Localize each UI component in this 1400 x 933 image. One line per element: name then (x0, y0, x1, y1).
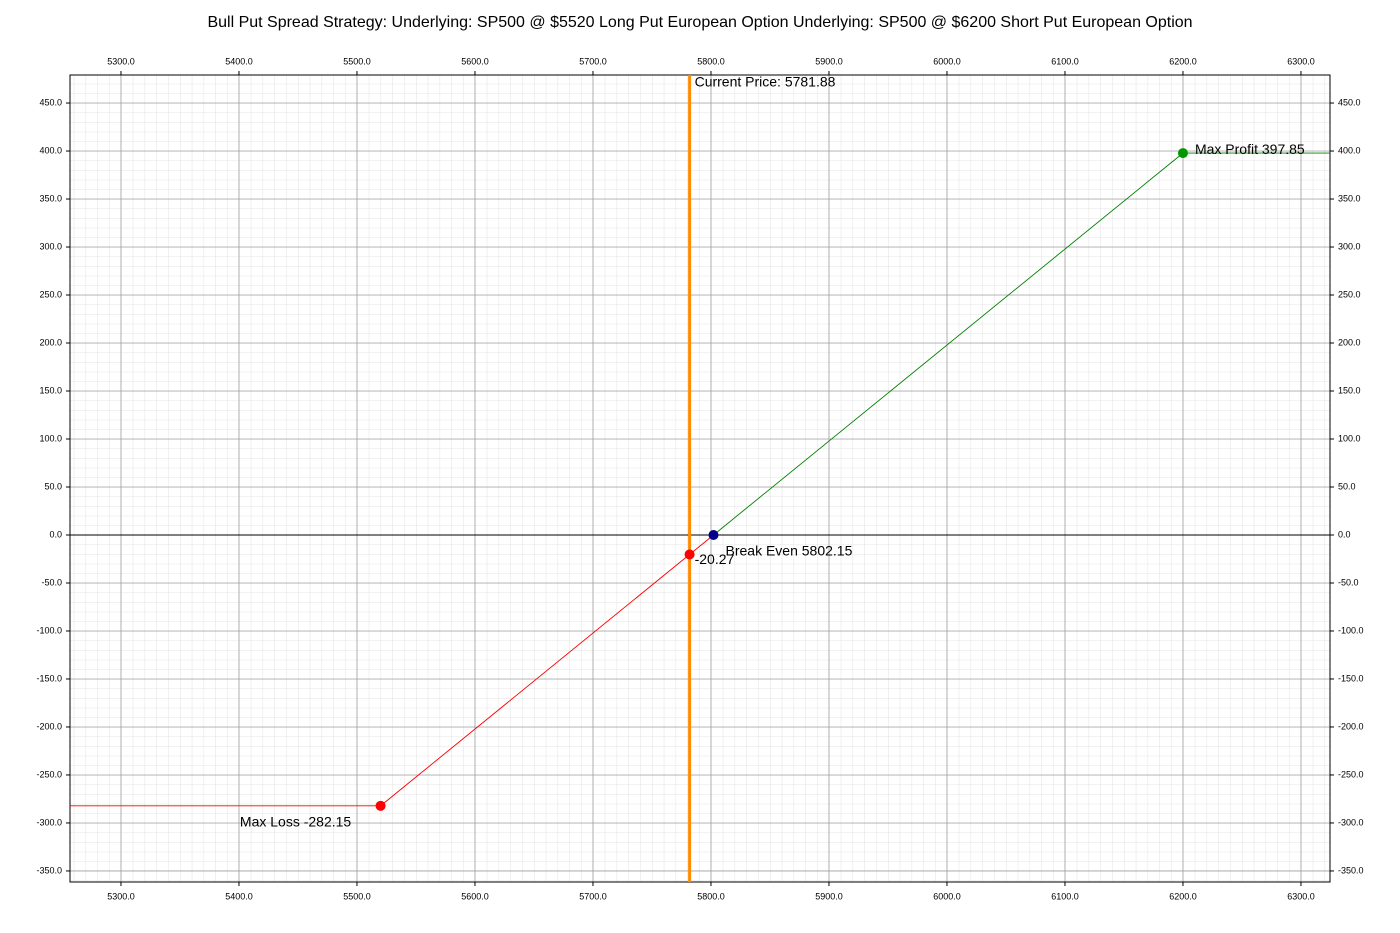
x-tick-label: 5700.0 (579, 56, 607, 66)
y-tick-label: -150.0 (1338, 673, 1364, 683)
y-tick-label: 450.0 (1338, 97, 1361, 107)
y-tick-label: 300.0 (1338, 241, 1361, 251)
y-tick-label: 350.0 (39, 193, 62, 203)
x-tick-label: 6000.0 (933, 56, 961, 66)
x-tick-label: 5700.0 (579, 891, 607, 901)
y-tick-label: 450.0 (39, 97, 62, 107)
y-tick-label: -100.0 (36, 625, 62, 635)
x-tick-label: 6100.0 (1051, 891, 1079, 901)
y-tick-label: -250.0 (36, 769, 62, 779)
x-tick-label: 5600.0 (461, 56, 489, 66)
x-tick-label: 5300.0 (107, 891, 135, 901)
y-tick-label: 400.0 (39, 145, 62, 155)
annotation: Max Loss -282.15 (240, 814, 351, 830)
annotation: -20.27 (695, 551, 735, 567)
minor-grid (70, 75, 1330, 882)
y-tick-label: 200.0 (39, 337, 62, 347)
y-tick-label: 0.0 (1338, 529, 1351, 539)
x-tick-label: 5300.0 (107, 56, 135, 66)
y-tick-label: -150.0 (36, 673, 62, 683)
y-tick-label: -350.0 (1338, 865, 1364, 875)
key-point (708, 529, 719, 540)
y-tick-label: -350.0 (36, 865, 62, 875)
x-tick-label: 5800.0 (697, 56, 725, 66)
y-tick-label: 50.0 (44, 481, 62, 491)
x-tick-label: 6000.0 (933, 891, 961, 901)
y-tick-label: 100.0 (39, 433, 62, 443)
y-tick-label: 300.0 (39, 241, 62, 251)
y-tick-label: 150.0 (1338, 385, 1361, 395)
y-tick-label: 50.0 (1338, 481, 1356, 491)
x-tick-label: 5800.0 (697, 891, 725, 901)
x-tick-label: 5400.0 (225, 56, 253, 66)
y-tick-label: -50.0 (41, 577, 62, 587)
key-point (684, 549, 695, 560)
y-tick-label: -50.0 (1338, 577, 1359, 587)
y-tick-label: 150.0 (39, 385, 62, 395)
x-tick-label: 6200.0 (1169, 891, 1197, 901)
chart-title: Bull Put Spread Strategy: Underlying: SP… (207, 14, 1192, 31)
y-tick-label: -250.0 (1338, 769, 1364, 779)
y-tick-label: 350.0 (1338, 193, 1361, 203)
x-tick-label: 5500.0 (343, 891, 371, 901)
x-tick-label: 6200.0 (1169, 56, 1197, 66)
key-point (1177, 148, 1188, 159)
x-tick-label: 6300.0 (1287, 56, 1315, 66)
y-tick-label: 100.0 (1338, 433, 1361, 443)
key-point (375, 800, 386, 811)
y-tick-label: 250.0 (1338, 289, 1361, 299)
plot-frame (69, 74, 1331, 883)
annotation: Max Profit 397.85 (1195, 141, 1305, 157)
y-tick-label: 250.0 (39, 289, 62, 299)
y-tick-label: -100.0 (1338, 625, 1364, 635)
x-tick-label: 5900.0 (815, 56, 843, 66)
y-tick-label: 200.0 (1338, 337, 1361, 347)
x-tick-label: 5900.0 (815, 891, 843, 901)
x-tick-label: 5500.0 (343, 56, 371, 66)
x-tick-label: 5400.0 (225, 891, 253, 901)
y-tick-label: -200.0 (36, 721, 62, 731)
y-tick-label: -300.0 (1338, 817, 1364, 827)
current-price-label: Current Price: 5781.88 (695, 74, 836, 90)
y-tick-label: 400.0 (1338, 145, 1361, 155)
y-tick-label: -200.0 (1338, 721, 1364, 731)
y-tick-label: 0.0 (49, 529, 62, 539)
x-tick-label: 6100.0 (1051, 56, 1079, 66)
x-tick-label: 5600.0 (461, 891, 489, 901)
annotation: Break Even 5802.15 (726, 543, 853, 559)
y-tick-label: -300.0 (36, 817, 62, 827)
x-tick-label: 6300.0 (1287, 891, 1315, 901)
